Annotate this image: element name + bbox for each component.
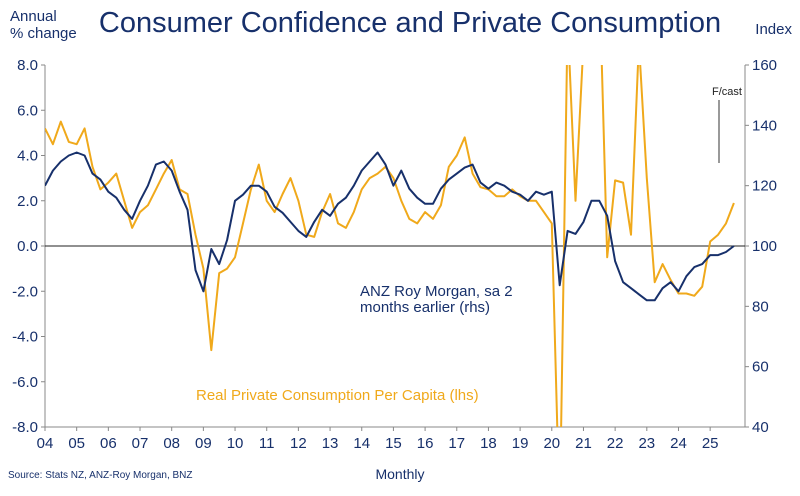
- x-tick-label: 22: [607, 435, 624, 452]
- x-tick-label: 18: [480, 435, 497, 452]
- x-tick-label: 15: [385, 435, 402, 452]
- x-tick-label: 11: [259, 435, 275, 452]
- y-tick-label: 6.0: [17, 102, 38, 119]
- y-tick-label: 8.0: [17, 57, 38, 74]
- x-tick-label: 04: [37, 435, 54, 452]
- y-tick-label: 0.0: [17, 238, 38, 255]
- y-axis-label: Annual: [10, 8, 57, 25]
- x-tick-label: 20: [543, 435, 560, 452]
- source-note: Source: Stats NZ, ANZ-Roy Morgan, BNZ: [8, 470, 193, 481]
- y-tick-label: 2.0: [17, 193, 38, 210]
- y-axis-label: % change: [10, 25, 77, 42]
- y2-tick-label: 140: [752, 117, 777, 134]
- y2-tick-label: 80: [752, 298, 769, 315]
- series-label: ANZ Roy Morgan, sa 2 months earlier (rhs…: [360, 283, 513, 316]
- x-tick-label: 09: [195, 435, 212, 452]
- y2-tick-label: 160: [752, 57, 777, 74]
- y-tick-label: -6.0: [12, 374, 38, 391]
- y-tick-label: -4.0: [12, 329, 38, 346]
- x-tick-label: 08: [163, 435, 180, 452]
- series-line: [45, 151, 735, 302]
- plot-area: [45, 65, 735, 427]
- y2-tick-label: 120: [752, 178, 777, 195]
- x-tick-label: 05: [68, 435, 85, 452]
- series-line: [45, 65, 735, 427]
- x-tick-label: 13: [322, 435, 339, 452]
- y-tick-label: -8.0: [12, 419, 38, 436]
- x-tick-label: 24: [670, 435, 687, 452]
- y2-tick-label: 60: [752, 359, 769, 376]
- x-tick-label: 10: [227, 435, 244, 452]
- y2-axis-label: Index: [755, 21, 792, 38]
- y2-tick-label: 100: [752, 238, 777, 255]
- forecast-note: F/cast: [712, 86, 742, 98]
- y-tick-label: 4.0: [17, 148, 38, 165]
- x-axis-label: Monthly: [375, 466, 424, 482]
- x-tick-label: 16: [417, 435, 434, 452]
- x-tick-label: 25: [702, 435, 719, 452]
- x-tick-label: 07: [132, 435, 149, 452]
- x-tick-label: 14: [353, 435, 370, 452]
- y-tick-label: -2.0: [12, 283, 38, 300]
- x-tick-label: 12: [290, 435, 307, 452]
- x-tick-label: 06: [100, 435, 117, 452]
- chart-title: Consumer Confidence and Private Consumpt…: [99, 7, 721, 39]
- x-tick-label: 21: [575, 435, 592, 452]
- y2-tick-label: 40: [752, 419, 769, 436]
- x-tick-label: 19: [512, 435, 529, 452]
- x-tick-label: 17: [448, 435, 465, 452]
- series-label: Real Private Consumption Per Capita (lhs…: [196, 387, 479, 404]
- x-tick-label: 23: [638, 435, 655, 452]
